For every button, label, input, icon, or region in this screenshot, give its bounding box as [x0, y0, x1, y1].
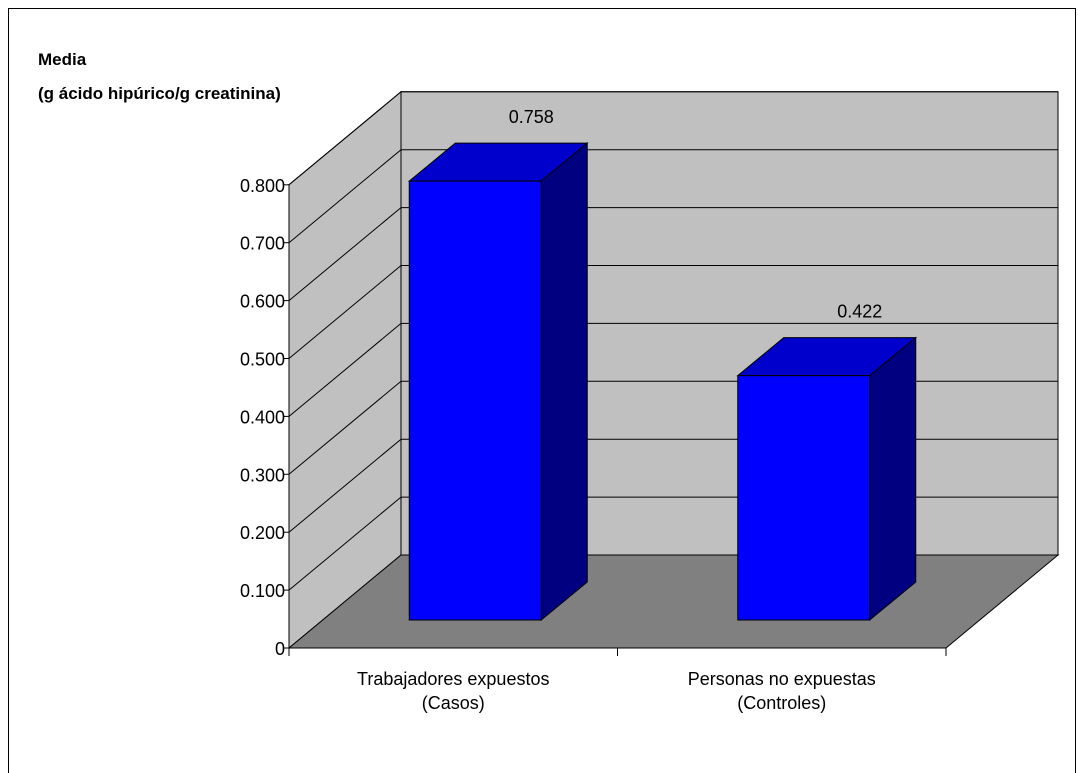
- y-axis-title-line1: Media: [38, 50, 87, 69]
- gridline-side: [288, 207, 402, 301]
- x-tick-label: Trabajadores expuestos: [357, 669, 549, 689]
- floor: [287, 554, 1060, 649]
- x-tick-label-line2: (Controles): [737, 693, 826, 713]
- y-tick-label: 0: [275, 639, 285, 659]
- gridline-side: [288, 323, 402, 417]
- bar: [737, 375, 871, 621]
- y-tick-label: 0.200: [240, 523, 285, 543]
- y-tick-label: 0.500: [240, 350, 285, 370]
- y-tick-label: 0.700: [240, 234, 285, 254]
- data-label: 0.422: [837, 302, 882, 322]
- gridline-side: [288, 438, 402, 533]
- x-tick-label-line2: (Casos): [422, 693, 485, 713]
- y-axis-title-line2: (g ácido hipúrico/g creatinina): [38, 84, 281, 103]
- y-tick-label: 0.400: [240, 407, 285, 427]
- gridline-side: [288, 149, 402, 244]
- y-tick-label: 0.300: [240, 465, 285, 485]
- gridline-side: [288, 91, 402, 186]
- data-label: 0.758: [509, 107, 554, 127]
- gridline-side: [288, 380, 402, 475]
- gridline-side: [288, 265, 402, 359]
- gridline-side: [288, 496, 402, 591]
- y-tick-label: 0.800: [240, 176, 285, 196]
- bar-side: [869, 336, 917, 622]
- bar: [408, 180, 542, 621]
- x-tick-label: Personas no expuestas: [688, 669, 876, 689]
- y-tick-label: 0.100: [240, 581, 285, 601]
- bar-side: [540, 142, 588, 622]
- y-tick-label: 0.600: [240, 292, 285, 312]
